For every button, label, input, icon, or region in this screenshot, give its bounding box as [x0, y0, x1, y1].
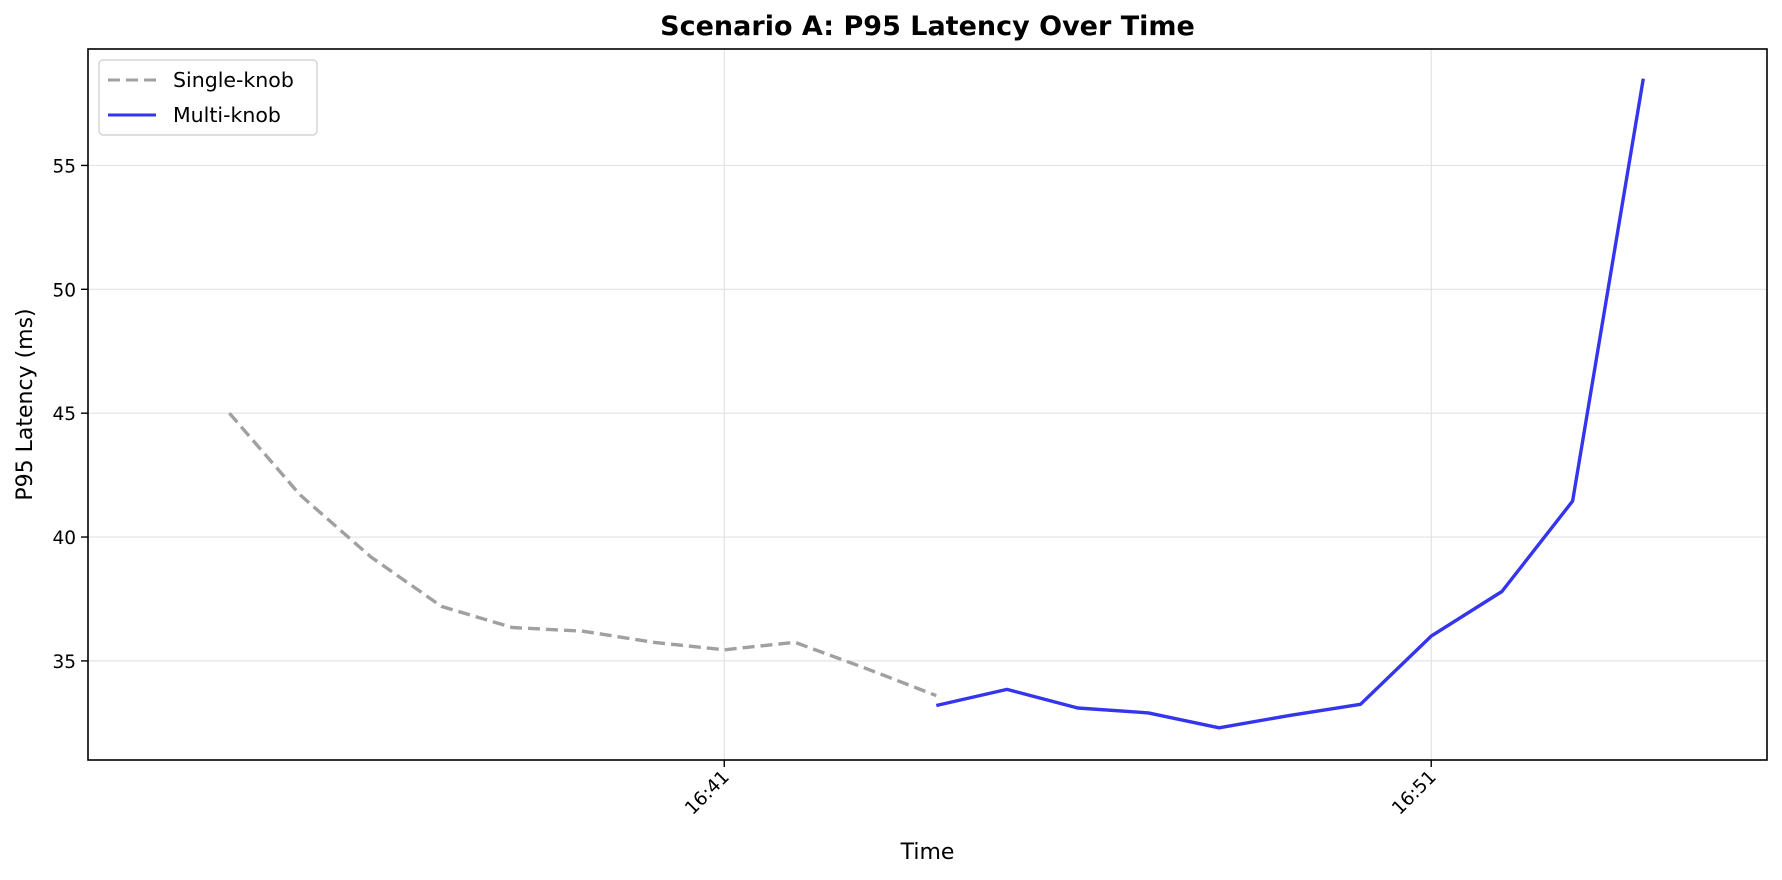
chart-title: Scenario A: P95 Latency Over Time: [660, 11, 1195, 42]
y-axis: 35 40 45 50 55: [52, 156, 88, 673]
y-tick-label: 50: [52, 280, 76, 301]
legend-label-multi-knob: Multi-knob: [173, 103, 281, 127]
series-layer: [228, 78, 1645, 730]
x-axis-label: Time: [900, 840, 955, 865]
series-line-single-knob: [228, 412, 937, 698]
y-tick-label: 55: [52, 156, 76, 177]
legend: Single-knob Multi-knob: [98, 59, 318, 136]
grid: [88, 49, 1767, 760]
legend-label-single-knob: Single-knob: [173, 68, 294, 92]
series-line-multi-knob: [935, 78, 1645, 730]
y-axis-label: P95 Latency (ms): [13, 308, 38, 500]
plot-frame: [87, 48, 1768, 761]
y-tick-label: 45: [52, 404, 76, 425]
y-tick-label: 35: [52, 652, 76, 673]
y-tick-label: 40: [52, 528, 76, 549]
